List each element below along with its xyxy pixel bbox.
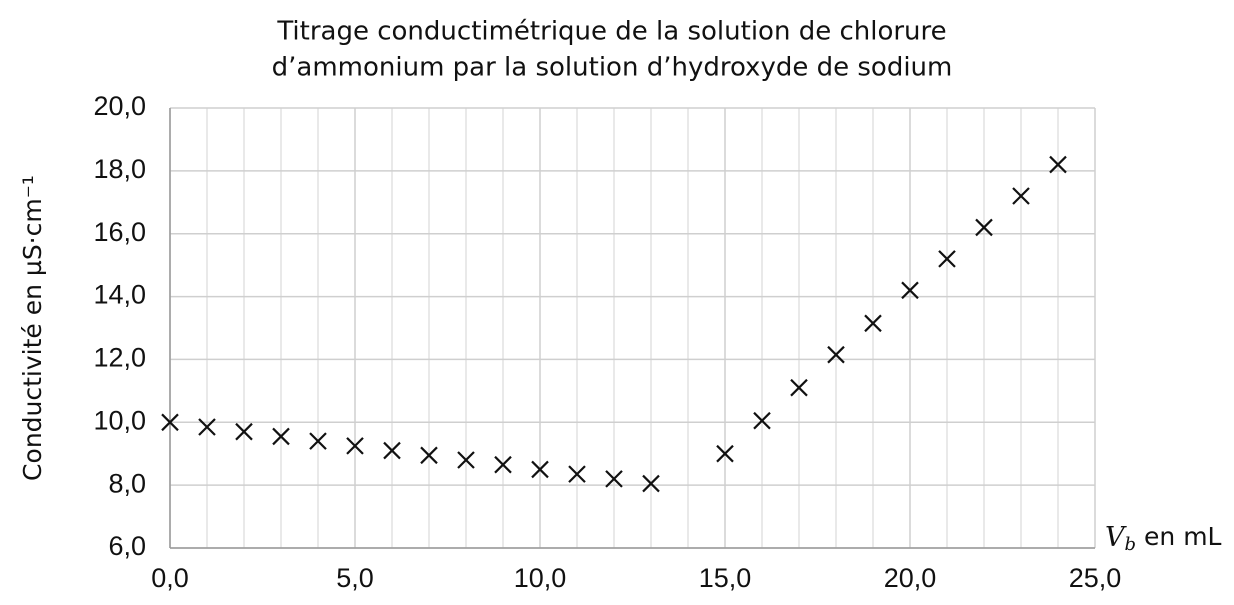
chart-title-line: d’ammonium par la solution d’hydroxyde d… [272,53,953,83]
point [1012,187,1030,205]
x-tick-label: 10,0 [514,563,567,593]
y-tick-label: 16,0 [93,217,146,247]
x-tick-label: 15,0 [699,563,752,593]
y-tick-label: 12,0 [93,343,146,373]
point [161,413,179,432]
chart-title-line: Titrage conductimétrique de la solution … [276,17,946,47]
x-axis-unit: en mL [1144,522,1222,551]
point [864,314,882,333]
point [420,446,438,465]
x-tick-label: 20,0 [884,563,937,593]
point [716,444,734,463]
x-tick-label: 25,0 [1069,563,1122,593]
point [568,465,586,483]
point [901,281,919,300]
y-tick-label: 20,0 [93,91,146,121]
point [605,470,623,488]
point [975,218,993,237]
y-axis-label: Conductivité en µS·cm⁻¹ [18,175,47,481]
x-tick-label: 5,0 [336,563,374,593]
point [642,474,660,493]
point [827,345,845,364]
point [198,418,216,436]
y-tick-label: 6,0 [108,531,146,561]
y-tick-label: 10,0 [93,405,146,435]
point [1049,155,1067,174]
point [235,422,253,441]
point [790,378,808,397]
point [457,451,475,469]
x-tick-label: 0,0 [151,563,189,593]
x-axis-subscript: b [1125,534,1137,555]
y-tick-label: 8,0 [108,468,146,498]
point [309,432,327,450]
point [938,250,956,268]
y-tick-label: 14,0 [93,280,146,310]
point [753,411,771,430]
x-axis-symbol: V [1105,522,1127,553]
point [272,427,290,446]
x-axis-label: Vb en mL [1105,522,1222,556]
point [383,441,401,460]
point [346,437,364,455]
y-tick-label: 18,0 [93,154,146,184]
point [531,460,549,479]
point [494,455,512,474]
